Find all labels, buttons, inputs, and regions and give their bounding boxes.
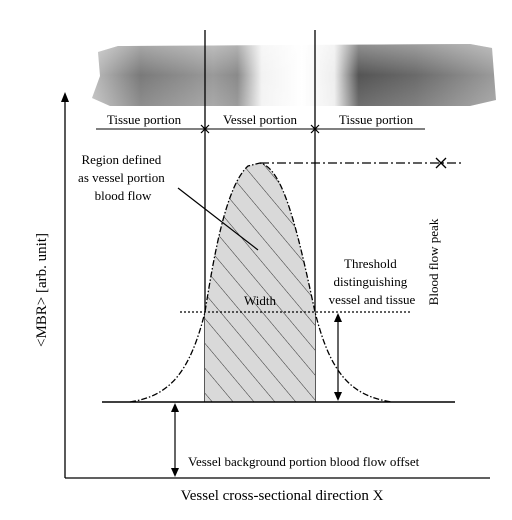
region-label: Region defined as vessel portion blood f… [78,152,168,203]
width-label: Width [244,293,276,308]
region-pointer-line [177,187,259,251]
tissue-image-strip [92,44,496,106]
y-axis-label: <MBR> [arb. unit] [34,233,50,347]
x-axis-label: Vessel cross-sectional direction X [181,488,384,504]
threshold-height-arrow [334,313,342,401]
offset-arrow [171,403,179,477]
label-vessel-portion: Vessel portion [223,112,298,127]
threshold-label: Threshold distinguishing vessel and tiss… [329,256,416,307]
offset-label: Vessel background portion blood flow off… [188,454,420,469]
left-boundary-cross-mark [200,124,210,134]
peak-cross-mark [435,157,447,169]
y-axis-arrowhead [61,92,69,102]
blood-flow-peak-label: Blood flow peak [426,218,441,305]
label-tissue-portion-right: Tissue portion [339,112,414,127]
label-tissue-portion-left: Tissue portion [107,112,182,127]
vessel-region-hatched-area [205,163,315,402]
right-boundary-cross-mark [310,124,320,134]
